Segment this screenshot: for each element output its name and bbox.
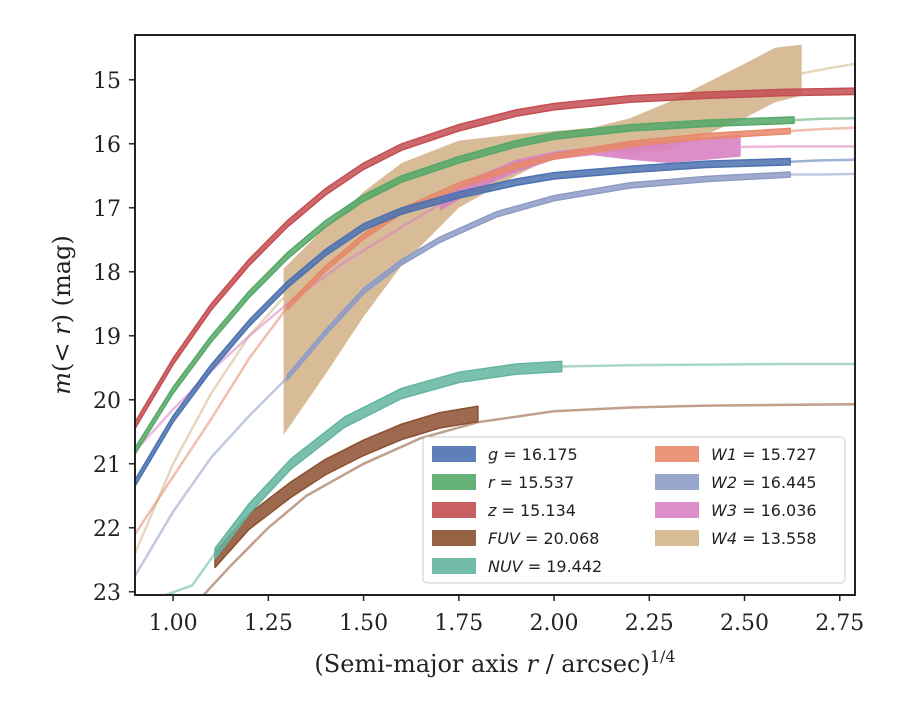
x-tick-label-4: 2.00 xyxy=(530,611,579,636)
legend-item-NUV: NUV = 19.442 xyxy=(432,557,602,576)
legend-swatch-r xyxy=(432,474,476,490)
x-tick-label-2: 1.50 xyxy=(339,611,388,636)
y-tick-label-7: 22 xyxy=(93,517,121,542)
model-curve-W2-1 xyxy=(790,172,855,176)
legend-label-NUV: NUV = 19.442 xyxy=(488,557,602,576)
data-band-W2 xyxy=(286,171,791,381)
x-tick-label-5: 2.25 xyxy=(625,611,674,636)
legend-item-W2: W2 = 16.445 xyxy=(655,473,817,492)
data-band-FUV xyxy=(214,405,479,569)
legend-swatch-W3 xyxy=(655,502,699,518)
data-band-NUV xyxy=(214,360,563,560)
legend-box xyxy=(422,436,846,584)
y-axis-title: m(< r) (mag) xyxy=(48,235,76,395)
model-curve-g xyxy=(790,158,855,163)
legend-swatch-FUV xyxy=(432,530,476,546)
legend-swatch-NUV xyxy=(432,558,476,574)
legend-label-W2: W2 = 16.445 xyxy=(711,473,817,492)
legend-label-W1: W1 = 15.727 xyxy=(711,445,817,464)
model-curve-W3-1 xyxy=(740,145,855,149)
model-curve-W4-1 xyxy=(801,62,855,75)
y-tick-label-3: 18 xyxy=(93,261,121,286)
y-tick-label-1: 16 xyxy=(93,133,121,158)
legend-swatch-g xyxy=(432,446,476,462)
y-axis-ticks: 15 16 17 18 19 20 21 22 23 xyxy=(93,69,135,606)
data-band-g xyxy=(135,157,791,487)
series-g xyxy=(135,157,855,487)
series-NUV xyxy=(165,360,855,595)
series-W3 xyxy=(135,134,855,452)
legend-item-W3: W3 = 16.036 xyxy=(655,501,817,520)
series-layer xyxy=(135,44,855,595)
model-curve-W3 xyxy=(135,203,441,452)
legend-label-FUV: FUV = 20.068 xyxy=(488,529,599,548)
legend-item-z: z = 15.134 xyxy=(432,501,576,520)
model-curve-W1-1 xyxy=(790,126,855,133)
x-axis-title: (Semi-major axis r / arcsec)1/4 xyxy=(314,647,675,678)
legend-label-z: z = 15.134 xyxy=(487,501,576,520)
series-FUV xyxy=(202,403,855,595)
model-curve-r xyxy=(793,116,855,122)
legend-label-r: r = 15.537 xyxy=(488,473,574,492)
model-curve-W1 xyxy=(135,306,289,535)
x-axis-title-exponent: 1/4 xyxy=(650,647,676,666)
x-tick-label-3: 1.75 xyxy=(434,611,483,636)
legend-label-g: g = 16.175 xyxy=(488,445,578,464)
model-curve-FUV xyxy=(202,403,855,595)
legend-swatch-W4 xyxy=(655,530,699,546)
model-curve-NUV xyxy=(165,552,217,595)
legend-label-W4: W4 = 13.558 xyxy=(711,529,817,548)
legend: g = 16.175 r = 15.537 z = 15.134 FUV = 20.0… xyxy=(422,436,846,584)
y-tick-label-8: 23 xyxy=(93,581,121,606)
series-r xyxy=(135,116,855,455)
y-tick-label-4: 19 xyxy=(93,325,121,350)
y-tick-label-0: 15 xyxy=(93,69,121,94)
legend-swatch-z xyxy=(432,502,476,518)
x-tick-label-7: 2.75 xyxy=(815,611,864,636)
legend-items: g = 16.175 r = 15.537 z = 15.134 FUV = 20.0… xyxy=(432,445,817,576)
legend-swatch-W1 xyxy=(655,446,699,462)
legend-swatch-W2 xyxy=(655,474,699,490)
model-curve-NUV-1 xyxy=(561,362,855,368)
x-tick-label-0: 1.00 xyxy=(149,611,198,636)
series-z xyxy=(135,87,855,430)
axes-frame xyxy=(134,34,856,596)
legend-item-r: r = 15.537 xyxy=(432,473,574,492)
legend-label-W3: W3 = 16.036 xyxy=(711,501,817,520)
y-tick-label-2: 17 xyxy=(93,197,121,222)
y-tick-label-6: 21 xyxy=(93,453,121,478)
data-band-r xyxy=(135,116,795,455)
x-axis-title-r: r xyxy=(526,650,539,678)
legend-item-W1: W1 = 15.727 xyxy=(655,445,817,464)
legend-item-FUV: FUV = 20.068 xyxy=(432,529,599,548)
data-band-W3 xyxy=(439,134,741,211)
series-W2 xyxy=(135,171,855,577)
plot-area xyxy=(135,44,855,595)
model-curve-W2 xyxy=(135,376,289,577)
x-tick-label-1: 1.25 xyxy=(244,611,293,636)
legend-item-g: g = 16.175 xyxy=(432,445,578,464)
y-tick-label-5: 20 xyxy=(93,389,121,414)
data-band-z xyxy=(135,87,855,430)
x-axis-ticks: 1.00 1.25 1.50 1.75 2.00 2.25 2.50 2.75 xyxy=(149,595,864,636)
legend-item-W4: W4 = 13.558 xyxy=(655,529,817,548)
x-tick-label-6: 2.50 xyxy=(720,611,769,636)
